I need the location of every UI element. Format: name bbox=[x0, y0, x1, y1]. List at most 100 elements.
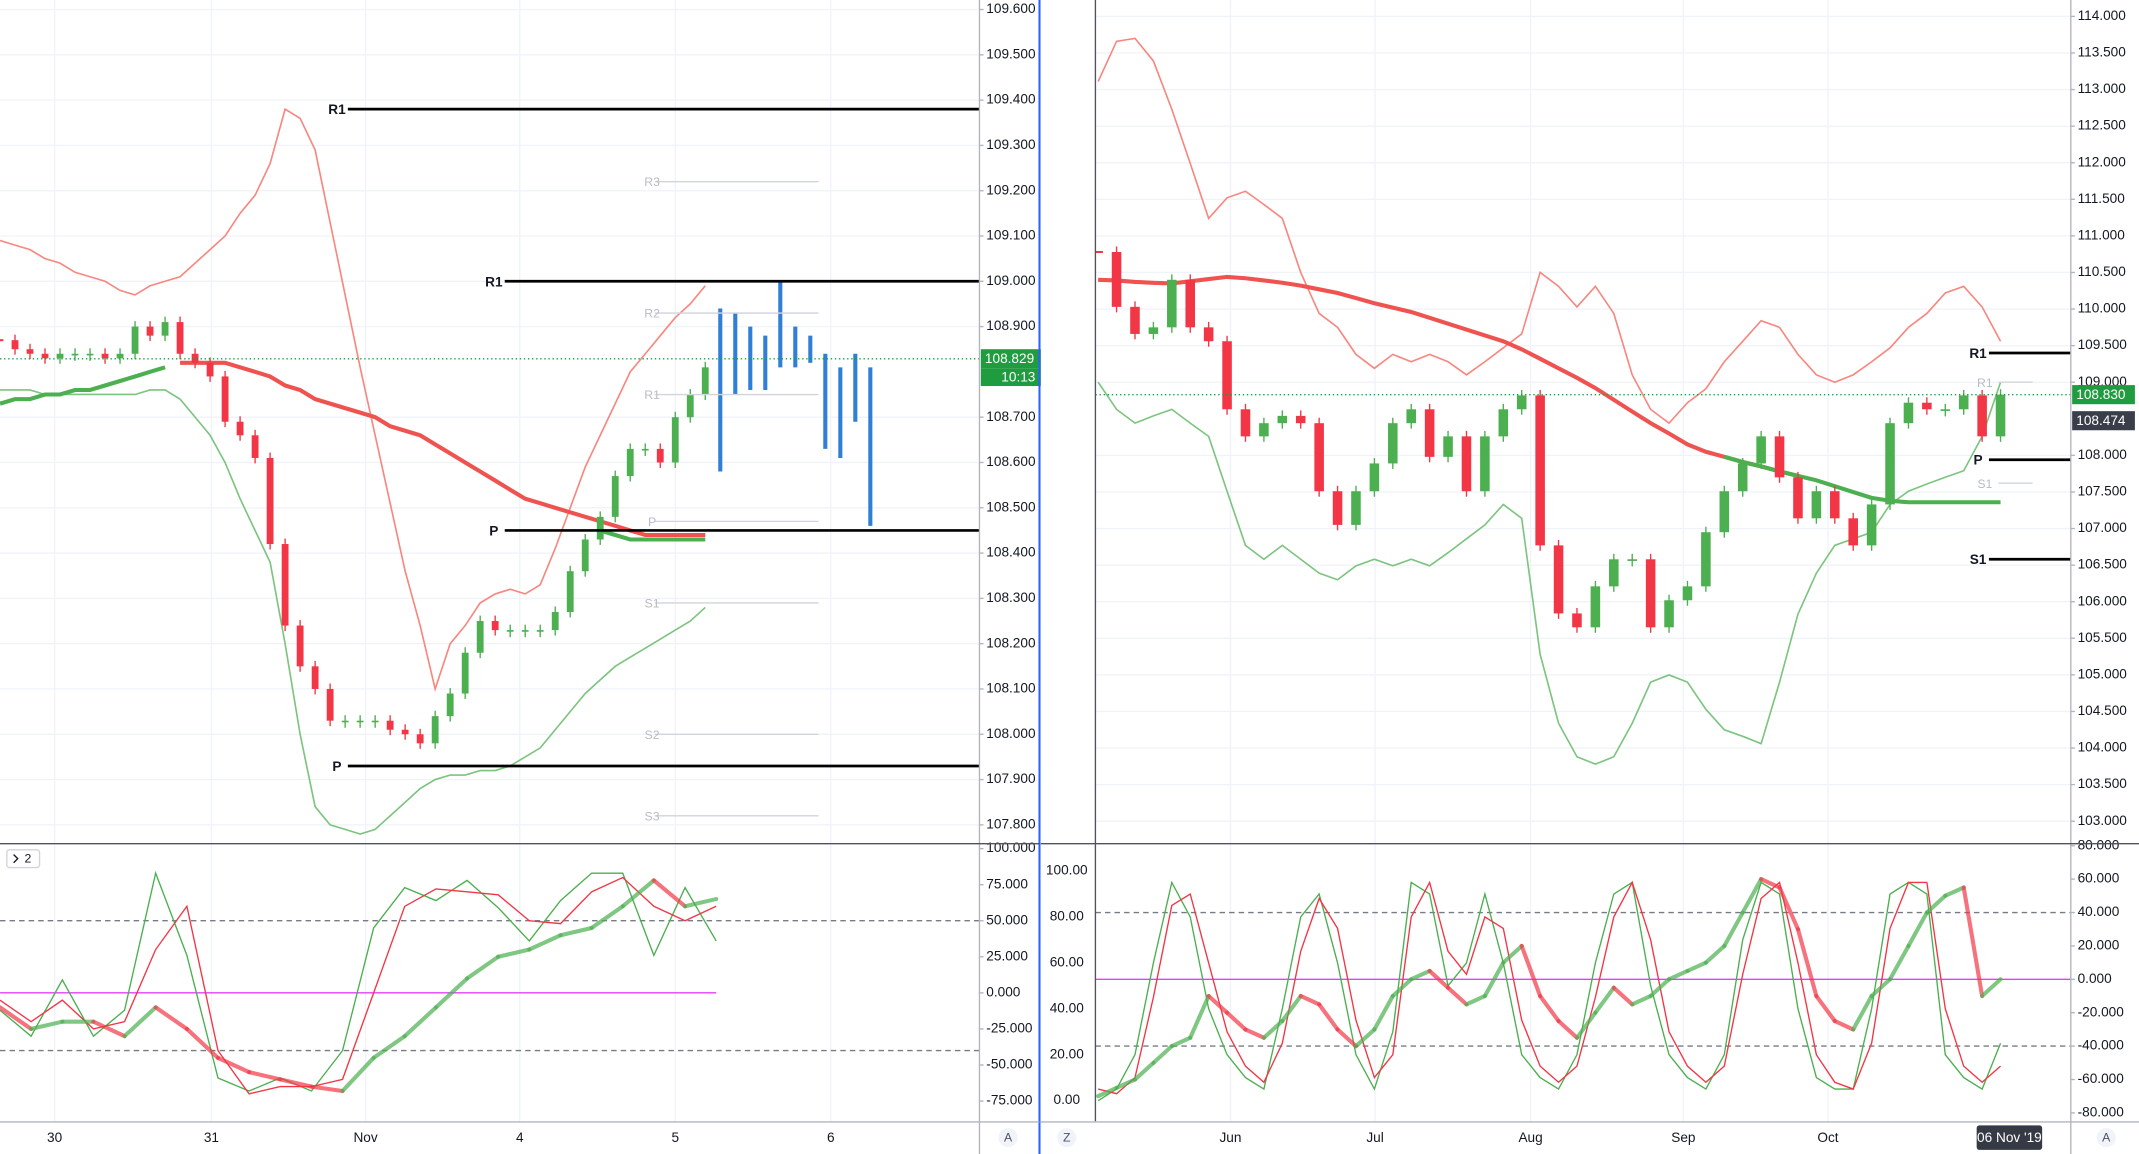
moving-average-red bbox=[180, 360, 706, 538]
x-tick-label: 4 bbox=[516, 1130, 524, 1145]
candle bbox=[26, 349, 34, 354]
x-tick-label: 30 bbox=[47, 1130, 63, 1145]
candle bbox=[1793, 477, 1803, 519]
osc-thick-segment bbox=[1464, 993, 1487, 1007]
candle bbox=[701, 367, 709, 395]
candle bbox=[266, 457, 274, 545]
candle bbox=[146, 326, 154, 336]
osc-thick-segment bbox=[309, 1084, 345, 1094]
y-tick-label: 112.500 bbox=[2078, 118, 2127, 133]
zoom-button[interactable]: Z bbox=[1057, 1128, 1077, 1148]
pivot-label: R1 bbox=[485, 274, 503, 289]
y-tick-label: 108.100 bbox=[986, 681, 1036, 696]
y-tick-label: 110.500 bbox=[2078, 264, 2127, 279]
right-scale-button[interactable]: A bbox=[2096, 1128, 2116, 1148]
candle bbox=[461, 652, 469, 694]
osc-thick-segment bbox=[1722, 910, 1745, 949]
osc-thick-segment bbox=[1482, 960, 1506, 999]
y-tick-label: 109.000 bbox=[986, 273, 1036, 288]
last-price-label: 108.829 bbox=[985, 351, 1034, 366]
y-tick-label: 103.000 bbox=[2078, 813, 2128, 828]
faint-pivot-label: S1 bbox=[645, 597, 660, 611]
y-tick-label: 107.000 bbox=[2078, 520, 2128, 535]
candle bbox=[506, 630, 514, 632]
candle bbox=[296, 625, 304, 667]
osc-y-tick-label: -50.000 bbox=[986, 1057, 1033, 1072]
candle bbox=[1830, 491, 1840, 519]
candle bbox=[1682, 586, 1693, 601]
osc-y2-tick-label: -80.000 bbox=[2078, 1105, 2125, 1120]
pane-toggle-box[interactable] bbox=[6, 849, 41, 869]
candle bbox=[1240, 409, 1251, 437]
osc-thick-segment bbox=[1759, 877, 1782, 890]
time-cursor-badge bbox=[1976, 1125, 2043, 1150]
y-tick-label: 108.000 bbox=[986, 726, 1036, 741]
y-tick-label: 109.600 bbox=[986, 1, 1036, 16]
osc-thick-segment bbox=[1538, 993, 1561, 1024]
candle bbox=[1167, 279, 1177, 328]
candle bbox=[56, 353, 64, 359]
candle bbox=[251, 435, 259, 458]
y-tick-label: 109.100 bbox=[986, 228, 1036, 243]
y-tick-label: 109.200 bbox=[986, 182, 1036, 197]
osc-thick-segment bbox=[1795, 927, 1819, 999]
left-scale-button-bg[interactable] bbox=[998, 1128, 1018, 1148]
candle bbox=[1424, 409, 1435, 457]
pane-toggle[interactable]: 2 bbox=[6, 849, 41, 869]
candle bbox=[1553, 545, 1564, 614]
candle bbox=[1811, 491, 1822, 519]
candle bbox=[1627, 559, 1637, 561]
y-tick-label: 112.000 bbox=[2078, 154, 2127, 169]
time-cursor-label: 06 Nov '19 bbox=[1977, 1130, 2042, 1145]
left-scale-button-text[interactable]: A bbox=[1004, 1131, 1013, 1145]
osc-thick-segment bbox=[1851, 993, 1874, 1032]
osc-thick-segment bbox=[527, 933, 563, 952]
pane-toggle-chevron[interactable] bbox=[13, 854, 19, 864]
y-tick-label: 109.300 bbox=[986, 137, 1036, 152]
osc-thick-segment bbox=[215, 1055, 252, 1075]
osc-y2-tick-label: 40.000 bbox=[2078, 904, 2120, 919]
moving-average-green bbox=[0, 365, 706, 542]
osc-y-tick-label: -75.000 bbox=[986, 1093, 1033, 1108]
pivot-label: P bbox=[1973, 453, 1982, 468]
y-tick-label: 109.400 bbox=[986, 92, 1036, 107]
osc-thick-segment bbox=[1151, 1044, 1174, 1065]
osc-thick-segment bbox=[1611, 985, 1635, 1007]
candle bbox=[1609, 559, 1619, 587]
osc-y2-tick-label: 0.000 bbox=[2078, 971, 2113, 986]
osc-thick-segment bbox=[1372, 993, 1395, 1032]
faint-pivot-label: R1 bbox=[644, 388, 660, 402]
candle bbox=[221, 376, 229, 422]
y-tick-label: 107.900 bbox=[986, 771, 1036, 786]
x-tick-label: 6 bbox=[827, 1130, 835, 1145]
candle bbox=[491, 621, 499, 631]
zoom-button-text[interactable]: Z bbox=[1063, 1131, 1071, 1145]
right-scale-button-text[interactable]: A bbox=[2102, 1131, 2111, 1145]
last-price-label: 108.830 bbox=[2076, 387, 2126, 402]
right-scale-button-bg[interactable] bbox=[2096, 1128, 2116, 1148]
left-scale-button[interactable]: A bbox=[998, 1128, 1018, 1148]
candle bbox=[476, 621, 484, 653]
candle bbox=[236, 421, 244, 436]
candle bbox=[566, 571, 574, 612]
osc-y-tick-label: 0.00 bbox=[1054, 1092, 1081, 1107]
y-tick-label: 113.500 bbox=[2078, 45, 2127, 60]
upper-band bbox=[0, 107, 706, 692]
candle bbox=[656, 448, 664, 463]
price-badge-label: 108.474 bbox=[2076, 413, 2126, 428]
osc-thick-segment bbox=[1169, 1035, 1193, 1049]
pane-toggle-count[interactable]: 2 bbox=[25, 852, 32, 866]
candle bbox=[1922, 402, 1932, 410]
zoom-button-bg[interactable] bbox=[1057, 1128, 1077, 1148]
osc-thick-segment bbox=[153, 1005, 189, 1031]
y-tick-label: 109.500 bbox=[2078, 337, 2128, 352]
candle bbox=[581, 539, 589, 572]
osc-thick-segment bbox=[0, 1005, 34, 1031]
y-tick-label: 104.000 bbox=[2078, 740, 2128, 755]
osc-y-tick-label: 50.000 bbox=[986, 912, 1028, 927]
candle bbox=[1259, 423, 1269, 437]
candle bbox=[536, 630, 544, 632]
faint-pivot-label: R2 bbox=[644, 307, 660, 321]
osc-thick-segment bbox=[1298, 993, 1322, 1007]
